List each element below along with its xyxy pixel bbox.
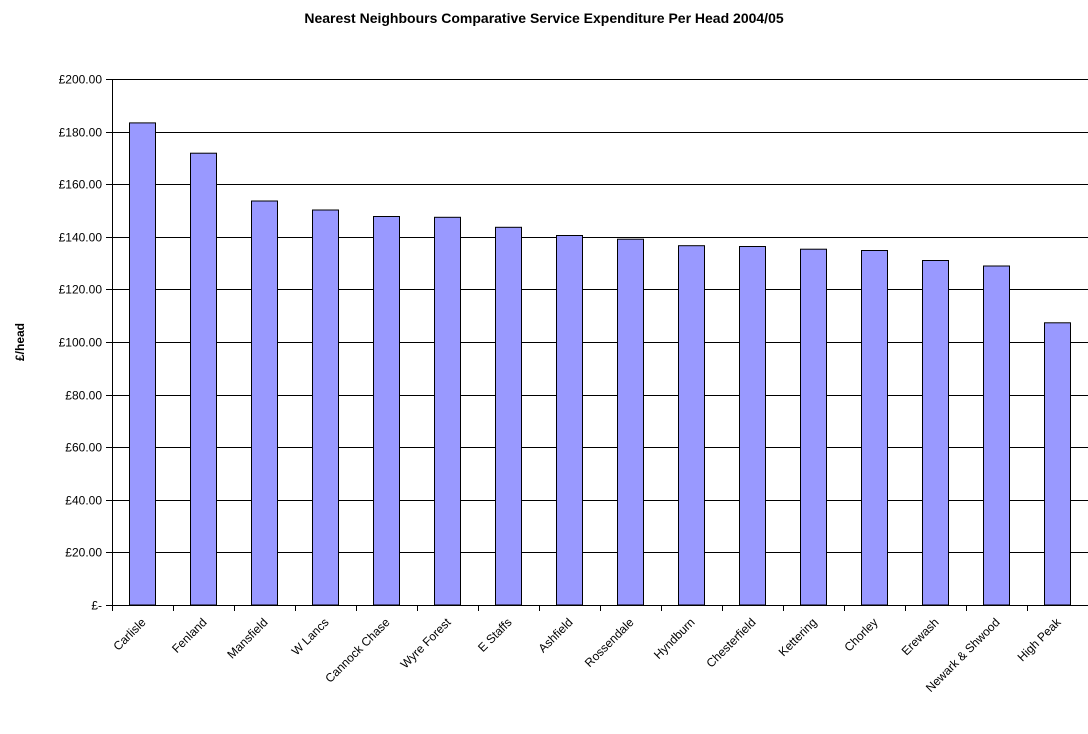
bar — [190, 152, 217, 606]
chart-title: Nearest Neighbours Comparative Service E… — [304, 10, 784, 26]
y-tick-label: £100.00 — [59, 336, 103, 350]
y-tick-label: £40.00 — [65, 494, 102, 508]
bar — [678, 245, 705, 606]
bar — [495, 226, 522, 606]
bar — [617, 238, 644, 606]
bar — [373, 216, 400, 606]
y-axis-title: £/head — [13, 323, 27, 361]
bar — [739, 246, 766, 606]
x-category-label: W Lancs — [289, 615, 332, 658]
y-tick-label: £200.00 — [59, 73, 103, 87]
x-category-label: Kettering — [776, 615, 820, 659]
y-tick-label: £120.00 — [59, 283, 103, 297]
bar — [922, 260, 949, 606]
x-category-label: Cannock Chase — [322, 615, 393, 686]
x-category-label: Carlisle — [110, 615, 148, 653]
x-category-label: High Peak — [1015, 615, 1065, 665]
bar — [129, 122, 156, 606]
x-category-label: Mansfield — [224, 615, 270, 661]
x-category-label: Ashfield — [536, 615, 576, 655]
x-category-label: Chorley — [841, 615, 880, 654]
y-tick-label: £140.00 — [59, 231, 103, 245]
x-category-label: Hyndburn — [651, 615, 698, 662]
bar — [434, 216, 461, 606]
bar — [983, 265, 1010, 606]
bar — [861, 250, 888, 606]
x-category-label: Erewash — [899, 615, 942, 658]
bar — [251, 200, 278, 606]
bars — [129, 122, 1071, 606]
labels: £- £20.00 £40.00 £60.00 £80.00 £100.00 £120.00… — [13, 73, 1064, 695]
y-tick-label: £180.00 — [59, 126, 103, 140]
x-category-label: Chesterfield — [703, 615, 758, 670]
bar — [800, 248, 827, 606]
axes — [106, 79, 1088, 611]
bar — [312, 209, 339, 606]
bar — [556, 235, 583, 606]
bar — [1044, 322, 1071, 606]
x-category-label: Fenland — [169, 615, 210, 656]
y-tick-label: £80.00 — [65, 389, 102, 403]
y-tick-label: £- — [91, 599, 102, 613]
y-tick-label: £60.00 — [65, 441, 102, 455]
x-category-label: Rossendale — [582, 615, 637, 670]
y-tick-label: £160.00 — [59, 178, 103, 192]
x-category-label: Wyre Forest — [398, 615, 454, 671]
x-category-label: E Staffs — [475, 615, 514, 654]
y-tick-label: £20.00 — [65, 546, 102, 560]
